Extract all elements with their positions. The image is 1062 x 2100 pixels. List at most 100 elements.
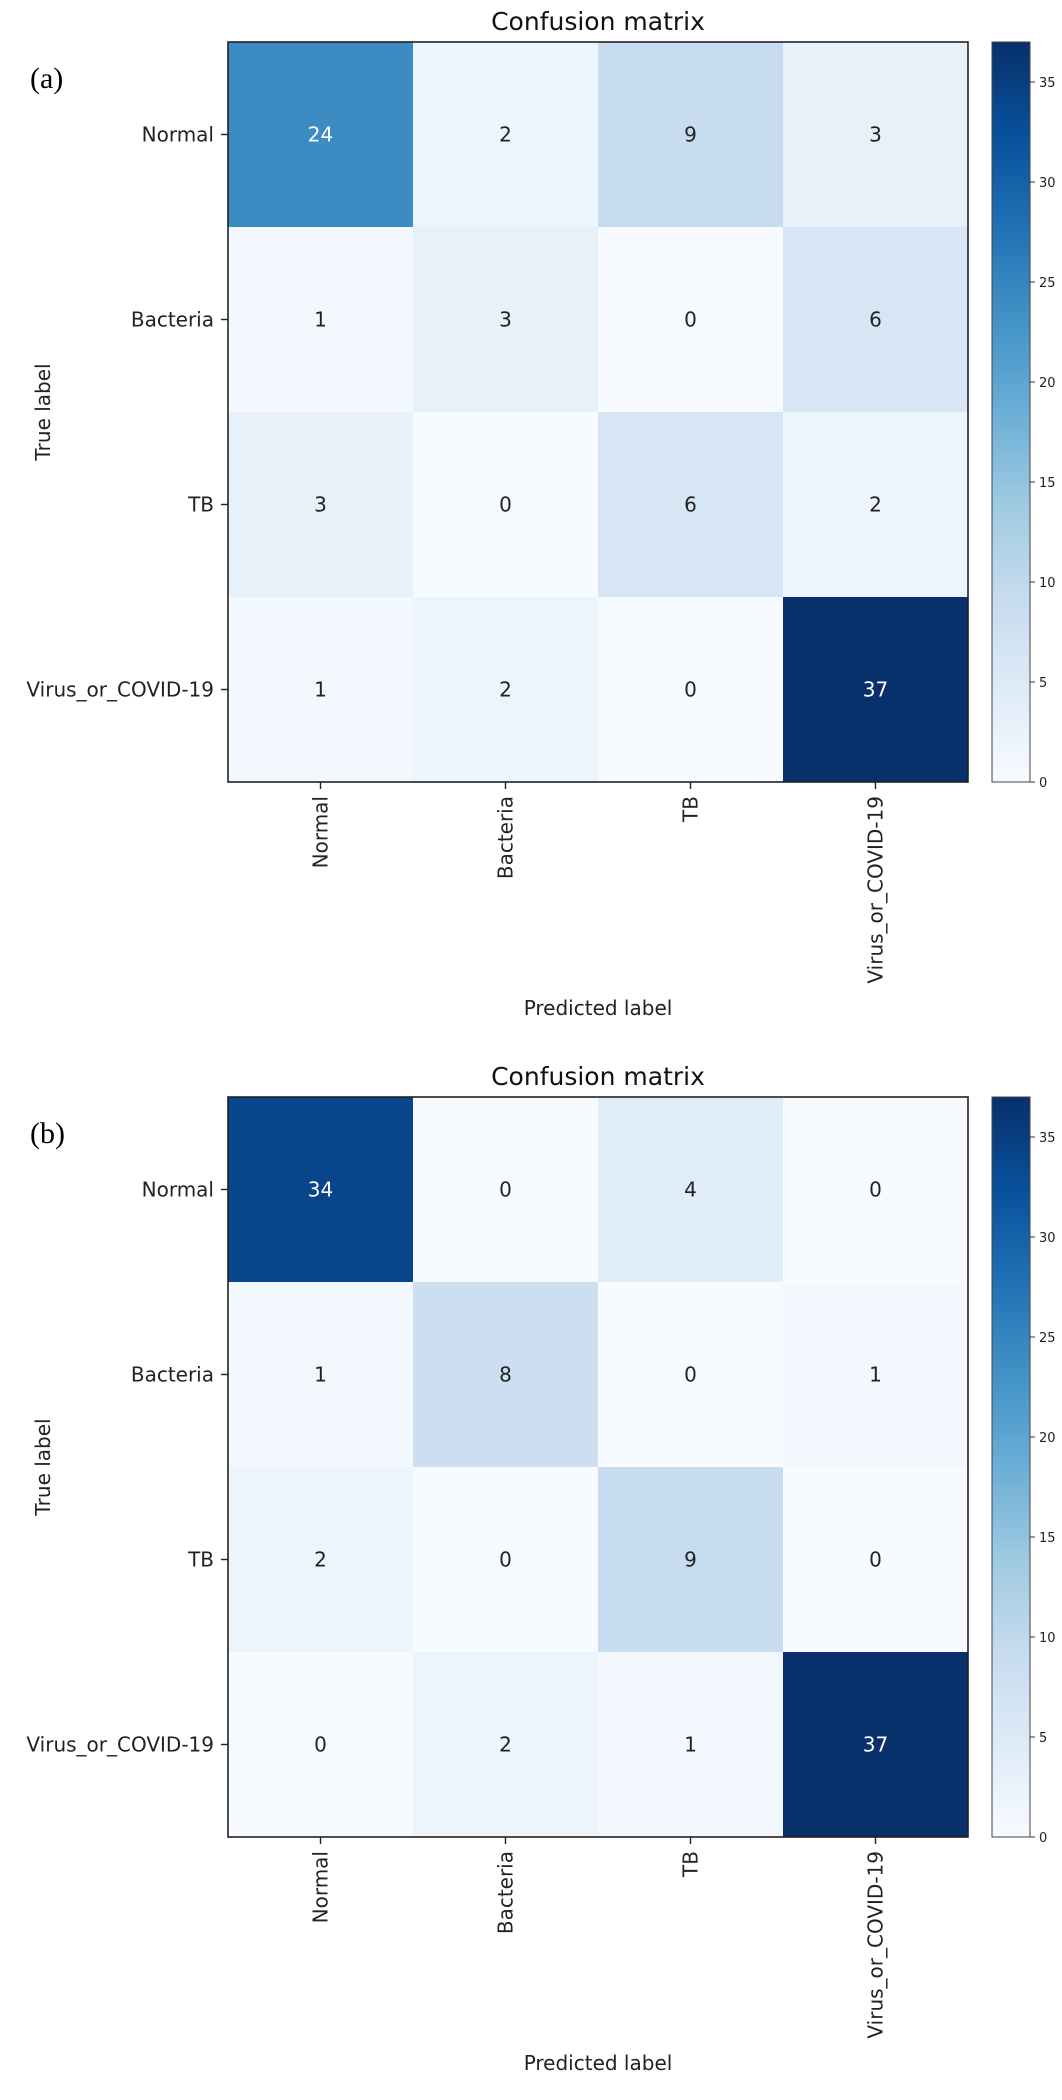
y-tick-label: TB xyxy=(187,1548,214,1572)
cell-value-label: 3 xyxy=(869,123,882,147)
y-axis-label: True label xyxy=(31,363,55,461)
colorbar-tick-label: 20 xyxy=(1039,376,1056,391)
cell-value-label: 37 xyxy=(863,1733,888,1757)
matrix-cell xyxy=(598,227,784,413)
matrix-cell xyxy=(598,412,784,598)
y-tick-label: Bacteria xyxy=(131,308,214,332)
cell-value-label: 0 xyxy=(869,1548,882,1572)
colorbar-tick-label: 5 xyxy=(1039,676,1047,691)
cell-value-label: 0 xyxy=(684,678,697,702)
cell-value-label: 2 xyxy=(869,493,882,517)
panel-label: (a) xyxy=(30,62,63,95)
plot-frame xyxy=(227,41,969,783)
matrix-cell xyxy=(413,412,599,598)
cell-value-label: 1 xyxy=(869,1363,882,1387)
x-axis-label: Predicted label xyxy=(524,2051,673,2075)
matrix-cell xyxy=(413,597,599,783)
cell-value-label: 3 xyxy=(499,308,512,332)
matrix-cell xyxy=(598,1467,784,1653)
matrix-cell xyxy=(783,412,969,598)
y-tick-label: Virus_or_COVID-19 xyxy=(26,678,214,702)
cell-value-label: 4 xyxy=(684,1178,697,1202)
matrix-cell xyxy=(598,1652,784,1838)
x-tick-label: TB xyxy=(679,796,703,823)
colorbar-tick-label: 30 xyxy=(1039,1231,1056,1246)
panel-label: (b) xyxy=(30,1117,65,1150)
cell-value-label: 34 xyxy=(308,1178,333,1202)
y-tick-label: Normal xyxy=(142,1178,214,1202)
cell-value-label: 2 xyxy=(499,123,512,147)
x-tick-label: Virus_or_COVID-19 xyxy=(864,1851,888,2039)
x-tick-label: Virus_or_COVID-19 xyxy=(864,796,888,984)
chart-title: Confusion matrix xyxy=(491,1062,705,1091)
colorbar xyxy=(992,42,1030,782)
cell-value-label: 0 xyxy=(684,1363,697,1387)
matrix-cell xyxy=(413,1097,599,1283)
x-tick-label: Normal xyxy=(309,796,333,868)
matrix-cell xyxy=(228,42,414,228)
matrix-cell xyxy=(228,412,414,598)
y-axis-label: True label xyxy=(31,1418,55,1516)
colorbar-frame xyxy=(991,1096,1031,1838)
cell-value-label: 2 xyxy=(499,1733,512,1757)
cell-value-label: 37 xyxy=(863,678,888,702)
matrix-cell xyxy=(783,1652,969,1838)
matrix-cell xyxy=(783,1282,969,1468)
matrix-cell xyxy=(413,1282,599,1468)
matrix-cell xyxy=(413,42,599,228)
matrix-cell xyxy=(413,1467,599,1653)
cell-value-label: 1 xyxy=(314,1363,327,1387)
confusion-matrix-panel-a: (a) Confusion matrix 24 2 9 3 1 3 0 6 3 0 6 2 1 2 0 37 Nor… xyxy=(0,0,1062,1045)
x-tick-label: Bacteria xyxy=(494,796,518,879)
colorbar-tick-label: 25 xyxy=(1039,1331,1056,1346)
cell-value-label: 0 xyxy=(499,493,512,517)
matrix-cell xyxy=(228,1097,414,1283)
colorbar-frame xyxy=(991,41,1031,783)
confusion-matrix-panel-b: (b) Confusion matrix 34 0 4 0 1 8 0 1 2 0 9 0 0 2 1 37 Nor… xyxy=(0,1055,1062,2100)
colorbar-tick-label: 0 xyxy=(1039,1831,1047,1846)
matrix-cell xyxy=(228,1282,414,1468)
colorbar-tick-label: 35 xyxy=(1039,1131,1056,1146)
x-axis-label: Predicted label xyxy=(524,996,673,1020)
cell-value-label: 0 xyxy=(499,1178,512,1202)
colorbar-tick-label: 0 xyxy=(1039,776,1047,791)
cell-value-label: 1 xyxy=(314,308,327,332)
x-tick-label: Normal xyxy=(309,1851,333,1923)
matrix-cell xyxy=(228,1652,414,1838)
x-tick-label: TB xyxy=(679,1851,703,1878)
cell-value-label: 2 xyxy=(314,1548,327,1572)
colorbar-tick-label: 25 xyxy=(1039,276,1056,291)
y-tick-label: Virus_or_COVID-19 xyxy=(26,1733,214,1757)
matrix-cell xyxy=(598,1282,784,1468)
matrix-cell xyxy=(783,1467,969,1653)
cell-value-label: 24 xyxy=(308,123,333,147)
matrix-cell xyxy=(783,227,969,413)
colorbar xyxy=(992,1097,1030,1837)
matrix-cell xyxy=(413,227,599,413)
matrix-cell xyxy=(228,597,414,783)
matrix-cell xyxy=(228,227,414,413)
matrix-cell xyxy=(598,42,784,228)
cell-value-label: 6 xyxy=(684,493,697,517)
x-tick-label: Bacteria xyxy=(494,1851,518,1934)
matrix-cell xyxy=(228,1467,414,1653)
matrix-cell xyxy=(783,42,969,228)
colorbar-tick-label: 20 xyxy=(1039,1431,1056,1446)
plot-frame xyxy=(227,1096,969,1838)
cell-value-label: 8 xyxy=(499,1363,512,1387)
colorbar-tick-label: 10 xyxy=(1039,576,1056,591)
cell-value-label: 6 xyxy=(869,308,882,332)
colorbar-tick-label: 30 xyxy=(1039,176,1056,191)
cell-value-label: 3 xyxy=(314,493,327,517)
cell-value-label: 2 xyxy=(499,678,512,702)
y-tick-label: Normal xyxy=(142,123,214,147)
cell-value-label: 0 xyxy=(684,308,697,332)
cell-value-label: 9 xyxy=(684,1548,697,1572)
colorbar-tick-label: 5 xyxy=(1039,1731,1047,1746)
matrix-cell xyxy=(598,1097,784,1283)
matrix-cell xyxy=(783,597,969,783)
y-tick-label: Bacteria xyxy=(131,1363,214,1387)
y-tick-label: TB xyxy=(187,493,214,517)
